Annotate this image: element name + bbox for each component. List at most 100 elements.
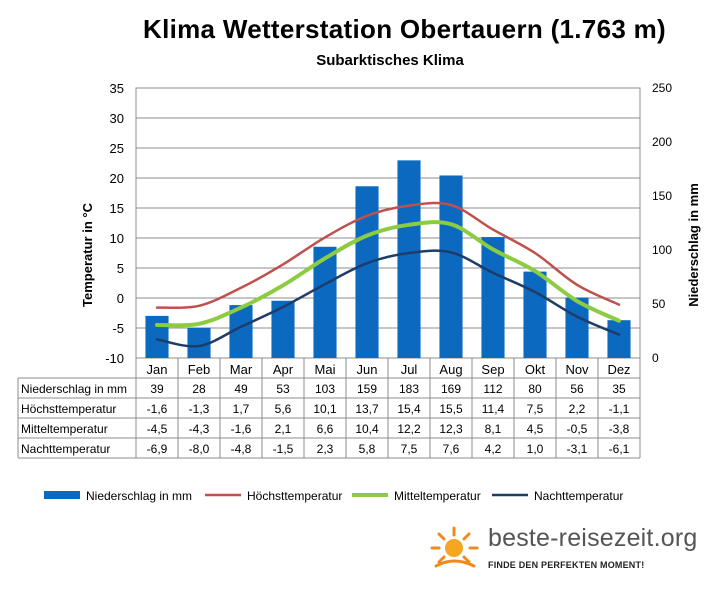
month-label: Nov <box>565 362 589 377</box>
table-cell: -1,1 <box>609 402 630 416</box>
y2-axis-title: Niederschlag in mm <box>686 183 701 307</box>
table-cell: 11,4 <box>482 402 505 416</box>
y2-tick-label: 150 <box>652 189 672 203</box>
month-label: Dez <box>607 362 630 377</box>
table-cell: 4,2 <box>485 442 502 456</box>
table-cell: 12,2 <box>397 422 421 436</box>
month-label: Okt <box>525 362 546 377</box>
precip-bar <box>145 315 169 358</box>
table-cell: 5,8 <box>359 442 376 456</box>
y-tick-label: 25 <box>110 141 124 156</box>
table-cell: 39 <box>150 382 164 396</box>
precip-bar <box>187 327 211 358</box>
precip-bar <box>355 186 379 358</box>
brand-slogan: FINDE DEN PERFEKTEN MOMENT! <box>488 560 645 570</box>
table-cell: 183 <box>399 382 419 396</box>
table-cell: -6,9 <box>147 442 168 456</box>
y2-tick-label: 250 <box>652 81 672 95</box>
table-cell: 1,7 <box>233 402 250 416</box>
table-row-label: Nachttemperatur <box>21 442 110 456</box>
table-cell: 8,1 <box>485 422 502 436</box>
table-cell: 7,5 <box>527 402 544 416</box>
y-tick-label: 35 <box>110 81 124 96</box>
month-label: Apr <box>273 362 294 377</box>
table-cell: 56 <box>570 382 584 396</box>
table-cell: -1,6 <box>147 402 168 416</box>
table-cell: -1,6 <box>231 422 252 436</box>
table-cell: -4,5 <box>147 422 168 436</box>
table-cell: 28 <box>192 382 206 396</box>
month-label: Sep <box>481 362 504 377</box>
table-row-label: Niederschlag in mm <box>21 382 127 396</box>
y-tick-label: 15 <box>110 201 124 216</box>
table-cell: -0,5 <box>567 422 588 436</box>
table-cell: 7,5 <box>401 442 418 456</box>
precip-bar <box>607 320 631 358</box>
precip-bar <box>313 246 337 358</box>
month-label: Feb <box>188 362 210 377</box>
table-cell: 80 <box>528 382 542 396</box>
max-temp-line <box>155 201 621 310</box>
y-axis-title: Temperatur in °C <box>80 202 95 307</box>
chart-subtitle: Subarktisches Klima <box>316 52 464 69</box>
table-cell: 53 <box>276 382 290 396</box>
table-cell: 10,1 <box>313 402 337 416</box>
table-cell: 159 <box>357 382 377 396</box>
y-tick-label: -5 <box>112 321 124 336</box>
month-label: Jan <box>147 362 168 377</box>
y2-tick-label: 200 <box>652 135 672 149</box>
table-cell: -6,1 <box>609 442 630 456</box>
month-label: Mar <box>230 362 253 377</box>
table-cell: 112 <box>483 382 502 396</box>
legend-label: Nachttemperatur <box>534 489 623 503</box>
table-cell: -1,3 <box>189 402 210 416</box>
table-cell: -3,8 <box>609 422 630 436</box>
table-cell: -8,0 <box>189 442 210 456</box>
table-cell: 15,4 <box>397 402 421 416</box>
table-cell: 12,3 <box>439 422 463 436</box>
y-tick-label: -10 <box>105 351 124 366</box>
y-tick-label: 10 <box>110 231 124 246</box>
table-cell: 10,4 <box>355 422 379 436</box>
table-cell: -1,5 <box>273 442 294 456</box>
y2-tick-label: 50 <box>652 297 666 311</box>
y2-tick-label: 0 <box>652 351 659 365</box>
table-cell: 169 <box>441 382 461 396</box>
y-tick-label: 30 <box>110 111 124 126</box>
table-cell: 49 <box>234 382 248 396</box>
brand-logo: beste-reisezeit.org FINDE DEN PERFEKTEN … <box>430 520 720 592</box>
table-cell: -4,8 <box>231 442 252 456</box>
sun-icon <box>430 526 479 568</box>
y2-tick-label: 100 <box>652 243 672 257</box>
table-cell: 4,5 <box>527 422 544 436</box>
month-label: Aug <box>439 362 462 377</box>
legend-label: Mitteltemperatur <box>394 489 481 503</box>
y-tick-label: 0 <box>117 291 124 306</box>
table-cell: -4,3 <box>189 422 210 436</box>
legend-label: Höchsttemperatur <box>247 489 342 503</box>
chart-title: Klima Wetterstation Obertauern (1.763 m) <box>143 14 666 44</box>
mean-temp-line <box>155 220 621 328</box>
table-cell: 15,5 <box>439 402 463 416</box>
month-label: Jun <box>357 362 378 377</box>
month-label: Jul <box>401 362 418 377</box>
table-row-label: Höchsttemperatur <box>21 402 116 416</box>
table-cell: -3,1 <box>567 442 588 456</box>
table-cell: 13,7 <box>355 402 379 416</box>
table-cell: 35 <box>612 382 626 396</box>
brand-name: beste-reisezeit.org <box>488 524 698 552</box>
table-cell: 2,3 <box>317 442 334 456</box>
y-tick-label: 5 <box>117 261 124 276</box>
table-cell: 2,2 <box>569 402 586 416</box>
y-tick-label: 20 <box>110 171 124 186</box>
precip-bar <box>397 160 421 358</box>
precip-bar <box>271 300 295 358</box>
month-label: Mai <box>315 362 336 377</box>
precip-bar <box>481 237 505 358</box>
table-cell: 1,0 <box>527 442 544 456</box>
table-row-label: Mitteltemperatur <box>21 422 108 436</box>
table-cell: 6,6 <box>317 422 334 436</box>
legend-swatch <box>44 491 80 499</box>
table-cell: 7,6 <box>443 442 460 456</box>
night-temp-line <box>155 249 621 348</box>
